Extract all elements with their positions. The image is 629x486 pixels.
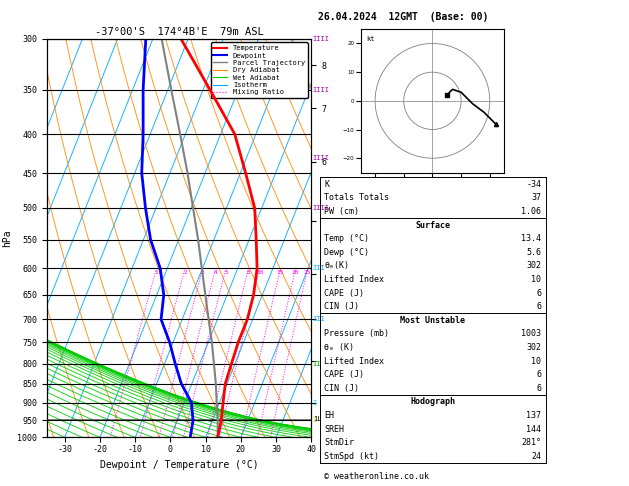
Text: Hodograph: Hodograph — [410, 398, 455, 406]
Text: Lifted Index: Lifted Index — [324, 357, 384, 365]
Text: 15: 15 — [277, 270, 284, 275]
Text: StmDir: StmDir — [324, 438, 354, 447]
Text: 10: 10 — [256, 270, 264, 275]
Text: kt: kt — [367, 35, 375, 42]
Text: Lifted Index: Lifted Index — [324, 275, 384, 284]
Text: θₑ (K): θₑ (K) — [324, 343, 354, 352]
Text: CIN (J): CIN (J) — [324, 302, 359, 311]
Text: 6: 6 — [537, 384, 542, 393]
Text: CAPE (J): CAPE (J) — [324, 289, 364, 297]
Text: III: III — [313, 316, 325, 322]
Text: Dewp (°C): Dewp (°C) — [324, 248, 369, 257]
Text: 6: 6 — [537, 302, 542, 311]
Text: Pressure (mb): Pressure (mb) — [324, 330, 389, 338]
Text: EH: EH — [324, 411, 334, 420]
Text: 1: 1 — [155, 270, 159, 275]
Text: 281°: 281° — [521, 438, 542, 447]
Text: 302: 302 — [526, 261, 542, 270]
Text: Totals Totals: Totals Totals — [324, 193, 389, 202]
Text: Surface: Surface — [415, 221, 450, 229]
Text: 137: 137 — [526, 411, 542, 420]
Text: IIII: IIII — [313, 36, 330, 42]
Text: 6: 6 — [537, 289, 542, 297]
Text: 4: 4 — [214, 270, 218, 275]
Text: PW (cm): PW (cm) — [324, 207, 359, 216]
Text: CIN (J): CIN (J) — [324, 384, 359, 393]
Text: 26.04.2024  12GMT  (Base: 00): 26.04.2024 12GMT (Base: 00) — [318, 12, 488, 22]
Text: 25: 25 — [304, 270, 311, 275]
Text: 3: 3 — [201, 270, 204, 275]
Text: K: K — [324, 180, 329, 189]
Text: © weatheronline.co.uk: © weatheronline.co.uk — [324, 472, 429, 481]
Text: 5.6: 5.6 — [526, 248, 542, 257]
Text: 144: 144 — [526, 425, 542, 434]
Text: 20: 20 — [292, 270, 299, 275]
Text: SREH: SREH — [324, 425, 344, 434]
Title: -37°00'S  174°4B'E  79m ASL: -37°00'S 174°4B'E 79m ASL — [95, 27, 264, 37]
Text: IIII: IIII — [313, 205, 330, 211]
Text: -34: -34 — [526, 180, 542, 189]
Text: 13.4: 13.4 — [521, 234, 542, 243]
Text: 302: 302 — [526, 343, 542, 352]
Text: Most Unstable: Most Unstable — [400, 316, 465, 325]
Text: 37: 37 — [532, 193, 542, 202]
Text: 2: 2 — [183, 270, 187, 275]
Text: 8: 8 — [247, 270, 250, 275]
Text: I: I — [313, 399, 317, 405]
Text: III: III — [313, 265, 325, 271]
Text: 5: 5 — [224, 270, 228, 275]
Text: IIII: IIII — [313, 155, 330, 161]
Text: 1.06: 1.06 — [521, 207, 542, 216]
Text: 10: 10 — [532, 275, 542, 284]
Legend: Temperature, Dewpoint, Parcel Trajectory, Dry Adiabat, Wet Adiabat, Isotherm, Mi: Temperature, Dewpoint, Parcel Trajectory… — [211, 42, 308, 98]
Text: CAPE (J): CAPE (J) — [324, 370, 364, 379]
Text: 1LCL: 1LCL — [313, 416, 330, 422]
Text: Temp (°C): Temp (°C) — [324, 234, 369, 243]
Text: 24: 24 — [532, 452, 542, 461]
Y-axis label: km
ASL: km ASL — [329, 231, 348, 245]
Text: 1003: 1003 — [521, 330, 542, 338]
Text: II: II — [313, 361, 321, 366]
Text: θₑ(K): θₑ(K) — [324, 261, 349, 270]
X-axis label: Dewpoint / Temperature (°C): Dewpoint / Temperature (°C) — [100, 460, 259, 469]
Text: 6: 6 — [537, 370, 542, 379]
Text: IIII: IIII — [313, 87, 330, 93]
Text: StmSpd (kt): StmSpd (kt) — [324, 452, 379, 461]
Y-axis label: hPa: hPa — [2, 229, 12, 247]
Text: 10: 10 — [532, 357, 542, 365]
Text: I: I — [313, 417, 317, 423]
